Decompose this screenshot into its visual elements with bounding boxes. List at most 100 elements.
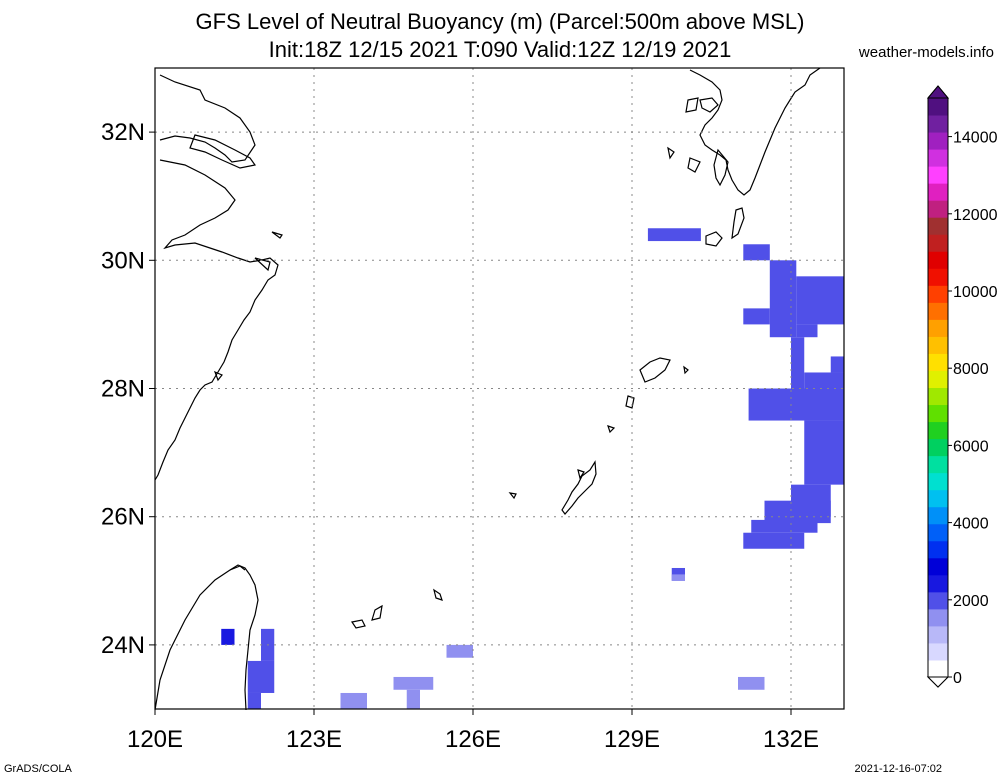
coastline-miyako <box>433 588 443 601</box>
fill-cell <box>406 689 420 709</box>
tick-label-lon: 126E <box>445 726 501 753</box>
tick-label-lon: 132E <box>763 726 819 753</box>
colorbar-segment <box>928 370 948 388</box>
colorbar-segment <box>928 489 948 508</box>
colorbar-segment <box>928 642 948 661</box>
coastline-yakushima <box>705 231 723 247</box>
colorbar-segment <box>928 574 948 593</box>
colorbar-max-arrow <box>926 85 950 99</box>
colorbar-label: 0 <box>953 670 962 687</box>
colorbar-segment <box>928 421 948 440</box>
colorbar-segment <box>928 557 948 576</box>
tick-label-lat: 28N <box>101 376 145 403</box>
coastline-yangtze <box>189 134 257 169</box>
tick-label-lat: 26N <box>101 504 145 531</box>
colorbar-segment <box>928 115 948 133</box>
colorbar-label: 8000 <box>953 361 989 378</box>
coastline-china <box>154 74 279 481</box>
coastline-amami <box>639 357 689 383</box>
colorbar-segment <box>928 472 948 491</box>
fill-cell <box>804 420 844 485</box>
tick-label-lat: 24N <box>101 632 145 659</box>
colorbar-segment <box>928 98 948 116</box>
coastline-taiwan-north <box>229 565 246 571</box>
colorbar-segment <box>928 591 948 610</box>
colorbar-segment <box>928 251 948 269</box>
fill-cell <box>647 228 701 242</box>
coastline-taiwan <box>154 564 259 711</box>
fill-cell <box>769 260 797 338</box>
colorbar-segment <box>928 625 948 644</box>
coastline-nagasaki <box>667 146 701 173</box>
tick-label-lat: 32N <box>101 119 145 146</box>
colorbar-segment <box>928 268 948 286</box>
colorbar-label: 10000 <box>953 284 998 301</box>
fill-cell <box>738 676 765 690</box>
colorbar-min-arrow <box>926 676 950 688</box>
fill-cell <box>796 324 818 338</box>
coastline-tanegashima <box>731 207 745 240</box>
colorbar: 0 2000 4000 6000 8000 10000 12000 14000 <box>926 85 998 688</box>
map-title: GFS Level of Neutral Buoyancy (m) (Parce… <box>195 9 805 34</box>
fill-cell <box>446 644 473 658</box>
tick-label-lat: 30N <box>101 247 145 274</box>
colorbar-segment <box>928 336 948 354</box>
graticule <box>154 68 844 709</box>
fill-cell <box>393 676 434 690</box>
fill-cell <box>748 388 844 421</box>
colorbar-segment <box>928 285 948 303</box>
colorbar-label: 6000 <box>953 438 989 455</box>
colorbar-label: 12000 <box>953 207 998 224</box>
colorbar-segment <box>928 132 948 150</box>
fill-cell <box>764 500 831 524</box>
colorbar-segment <box>928 540 948 559</box>
colorbar-segment <box>928 353 948 371</box>
axis-ticks: 120E 123E 126E 129E 132E 24N 26N 28N 30N 32N <box>101 119 819 753</box>
coastline-okinoerabu <box>607 425 616 434</box>
colorbar-segment <box>928 234 948 252</box>
colorbar-segment <box>928 149 948 167</box>
colorbar-segment <box>928 659 948 678</box>
tick-label-lon: 123E <box>286 726 342 753</box>
coastline-kume <box>508 492 517 500</box>
colorbar-segment <box>928 319 948 337</box>
fill-cell <box>247 660 275 693</box>
colorbar-label: 2000 <box>953 593 989 610</box>
colorbar-segment <box>928 183 948 201</box>
site-credit: weather-models.info <box>858 44 994 61</box>
colorbar-segment <box>928 608 948 627</box>
fill-cell <box>671 574 685 581</box>
coastline-kyushu-bay <box>685 97 719 113</box>
colorbar-segment <box>928 523 948 542</box>
footer-credit: GrADS/COLA <box>4 763 72 775</box>
coastline-ishigaki <box>351 604 383 629</box>
coastline-kyushu <box>689 67 821 196</box>
fill-cell <box>796 276 844 325</box>
fill-cell <box>743 532 805 549</box>
fill-cell <box>340 692 367 709</box>
fill-cell <box>830 356 844 373</box>
tick-label-lon: 120E <box>127 726 183 753</box>
fill-cell <box>743 308 770 325</box>
tick-label-lon: 129E <box>604 726 660 753</box>
colorbar-segment <box>928 404 948 423</box>
fill-cell <box>751 519 818 533</box>
colorbar-segment <box>928 387 948 406</box>
fill-cell <box>804 372 844 389</box>
colorbar-segment <box>928 506 948 525</box>
fill-cells <box>221 228 844 709</box>
colorbar-label: 4000 <box>953 516 989 533</box>
colorbar-segment <box>928 217 948 235</box>
fill-cell <box>221 628 235 645</box>
colorbar-segment <box>928 455 948 474</box>
coastlines <box>154 67 821 711</box>
colorbar-segment <box>928 166 948 184</box>
fill-cell <box>743 244 770 261</box>
coastline-satsuma <box>713 148 729 187</box>
colorbar-segment <box>928 438 948 457</box>
colorbar-label: 14000 <box>953 130 998 147</box>
colorbar-segment <box>928 200 948 218</box>
map-subtitle: Init:18Z 12/15 2021 T:090 Valid:12Z 12/1… <box>268 37 732 62</box>
colorbar-segment <box>928 302 948 320</box>
